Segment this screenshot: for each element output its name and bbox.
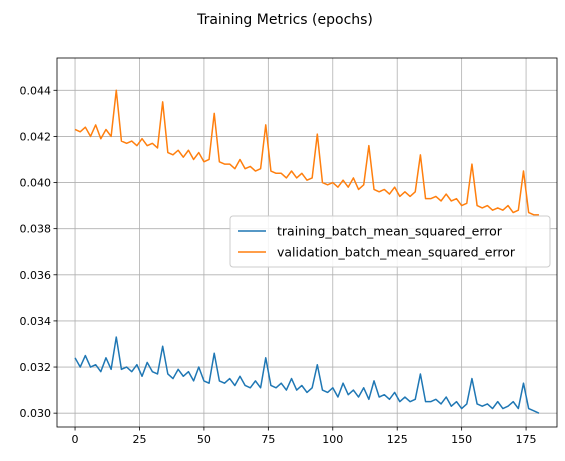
y-tick-label: 0.044 <box>20 84 52 97</box>
series-layer <box>74 89 540 414</box>
x-tick-label: 0 <box>72 433 79 446</box>
legend-label-validation: validation_batch_mean_squared_error <box>277 245 516 260</box>
legend-box <box>229 215 551 268</box>
y-tick-label: 0.032 <box>20 361 52 374</box>
y-tick-label: 0.030 <box>20 407 52 420</box>
legend-label-training: training_batch_mean_squared_error <box>277 224 503 239</box>
axis-ticks: 0 25 50 75 100 125 150 175 0.030 0.032 0.034 0.036 0… <box>20 84 537 446</box>
x-tick-label: 175 <box>516 433 537 446</box>
series-line-training <box>74 336 540 414</box>
series-line-validation <box>74 89 539 216</box>
y-tick-label: 0.034 <box>20 315 52 328</box>
x-tick-label: 50 <box>197 433 211 446</box>
x-tick-label: 100 <box>322 433 343 446</box>
x-tick-label: 150 <box>451 433 472 446</box>
y-tick-label: 0.040 <box>20 177 52 190</box>
y-tick-label: 0.042 <box>20 130 52 143</box>
x-tick-label: 25 <box>132 433 146 446</box>
legend: training_batch_mean_squared_error valida… <box>229 215 551 268</box>
x-tick-label: 125 <box>387 433 408 446</box>
y-tick-label: 0.038 <box>20 223 52 236</box>
plot-frame <box>56 57 558 428</box>
y-tick-label: 0.036 <box>20 269 52 282</box>
chart-title: Training Metrics (epochs) <box>196 12 373 28</box>
x-tick-label: 75 <box>261 433 275 446</box>
